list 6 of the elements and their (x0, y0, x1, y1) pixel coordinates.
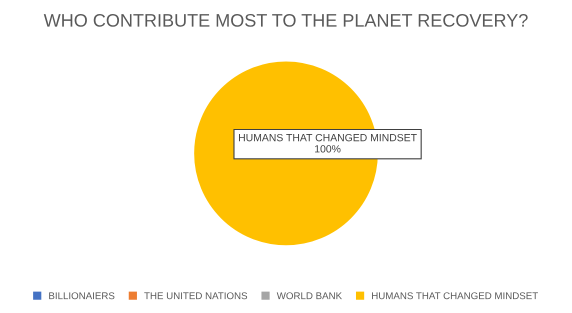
legend-label: HUMANS THAT CHANGED MINDSET (372, 292, 538, 300)
legend-label: BILLIONAIERS (49, 292, 114, 300)
legend-label: THE UNITED NATIONS (144, 292, 248, 300)
chart-title: WHO CONTRIBUTE MOST TO THE PLANET RECOVERY? (44, 14, 528, 27)
data-label: HUMANS THAT CHANGED MINDSET 100% (239, 134, 417, 153)
legend-label: WORLD BANK (276, 292, 342, 300)
